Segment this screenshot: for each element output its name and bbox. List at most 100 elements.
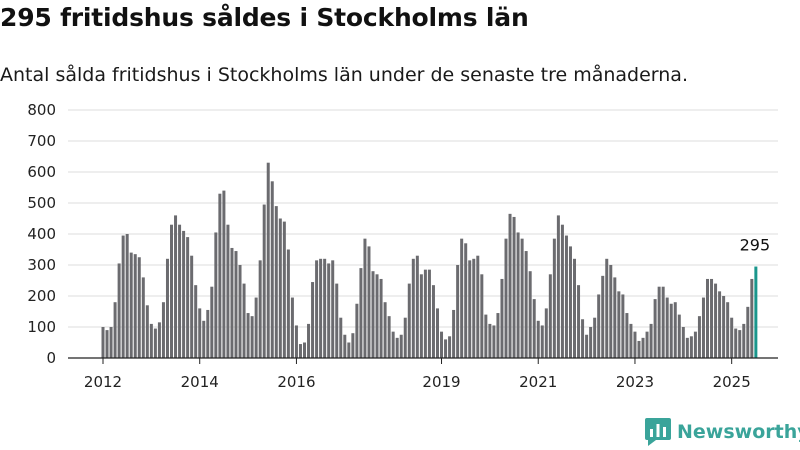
bar-29 [218, 193, 222, 358]
chart-title: 295 fritidshus såldes i Stockholms län [0, 3, 529, 32]
bar-160 [746, 306, 750, 358]
bar-55 [323, 258, 327, 358]
bar-108 [536, 320, 540, 358]
bar-98 [496, 313, 500, 358]
bar-74 [399, 334, 403, 358]
bar-17 [170, 224, 174, 358]
bar-97 [492, 325, 496, 358]
y-tick-label-100: 100 [27, 318, 56, 336]
bar-65 [363, 238, 367, 358]
bar-0 [101, 327, 105, 358]
bar-77 [411, 258, 415, 358]
bar-89 [460, 238, 464, 358]
bar-63 [355, 303, 359, 358]
bar-99 [500, 278, 504, 358]
bar-130 [625, 313, 629, 358]
bar-22 [190, 255, 194, 358]
bar-30 [222, 190, 226, 358]
bar-23 [194, 285, 198, 358]
y-tick-label-0: 0 [46, 349, 56, 367]
bar-32 [230, 247, 234, 358]
bar-105 [524, 251, 528, 358]
bar-5 [121, 235, 125, 358]
bar-62 [351, 333, 355, 358]
bar-27 [210, 286, 214, 358]
newsworthy-logo-text: Newsworthy [677, 421, 800, 443]
bar-162 [754, 266, 758, 358]
bar-114 [560, 224, 564, 358]
bar-137 [653, 299, 657, 358]
bar-79 [419, 274, 423, 358]
bar-121 [589, 327, 593, 358]
bar-124 [601, 275, 605, 358]
bar-126 [609, 265, 613, 358]
bar-34 [238, 265, 242, 358]
bar-84 [440, 331, 444, 358]
bar-157 [734, 328, 738, 358]
bar-91 [468, 260, 472, 358]
bar-81 [427, 269, 431, 358]
bar-122 [593, 317, 597, 358]
bar-112 [552, 238, 556, 358]
bar-145 [685, 337, 689, 358]
x-axis-labels: 2012 2014 2016 2019 2021 2023 2025 [84, 373, 751, 391]
bar-56 [327, 263, 331, 358]
bar-140 [665, 297, 669, 358]
bar-78 [415, 255, 419, 358]
bar-31 [226, 224, 230, 358]
bar-72 [391, 331, 395, 358]
bar-87 [452, 309, 456, 358]
bar-8 [133, 254, 137, 358]
latest-value-label: 295 [740, 236, 771, 255]
bar-117 [573, 258, 577, 358]
bar-154 [722, 296, 726, 358]
bar-111 [548, 274, 552, 358]
bar-13 [153, 328, 157, 358]
bar-106 [528, 271, 532, 358]
bar-102 [512, 216, 516, 358]
bar-80 [423, 269, 427, 358]
bar-133 [637, 340, 641, 358]
bar-128 [617, 291, 621, 358]
bar-156 [730, 317, 734, 358]
x-tick-label-2023: 2023 [616, 373, 654, 391]
bar-90 [464, 243, 468, 358]
x-tick-label-2016: 2016 [277, 373, 315, 391]
bar-18 [174, 215, 178, 358]
bar-94 [480, 274, 484, 358]
bar-138 [657, 286, 661, 358]
bar-2 [109, 327, 113, 358]
newsworthy-logo-icon [645, 418, 671, 446]
bar-37 [250, 316, 254, 358]
bar-15 [161, 302, 165, 358]
bar-103 [516, 232, 520, 358]
bar-96 [488, 323, 492, 358]
bar-7 [129, 252, 133, 358]
bar-104 [520, 238, 524, 358]
bar-47 [290, 297, 294, 358]
y-axis-labels: 0 100 200 300 400 500 600 700 800 [27, 101, 56, 367]
bar-36 [246, 313, 250, 358]
bar-95 [484, 314, 488, 358]
bar-52 [311, 282, 315, 358]
y-tick-label-700: 700 [27, 132, 56, 150]
bar-150 [706, 278, 709, 358]
bar-11 [145, 305, 149, 358]
bars [101, 162, 758, 358]
x-tick-label-2021: 2021 [519, 373, 557, 391]
bar-35 [242, 283, 246, 358]
bar-4 [117, 263, 121, 358]
bar-159 [742, 323, 746, 358]
bar-141 [669, 303, 673, 358]
bar-40 [262, 204, 266, 358]
bar-93 [476, 255, 480, 358]
bar-49 [298, 344, 302, 358]
bar-153 [718, 291, 722, 358]
chart-subtitle: Antal sålda fritidshus i Stockholms län … [0, 64, 688, 86]
bar-101 [508, 213, 512, 358]
bar-25 [202, 320, 206, 358]
bar-132 [633, 331, 637, 358]
x-tick-label-2012: 2012 [84, 373, 122, 391]
bar-131 [629, 323, 633, 358]
